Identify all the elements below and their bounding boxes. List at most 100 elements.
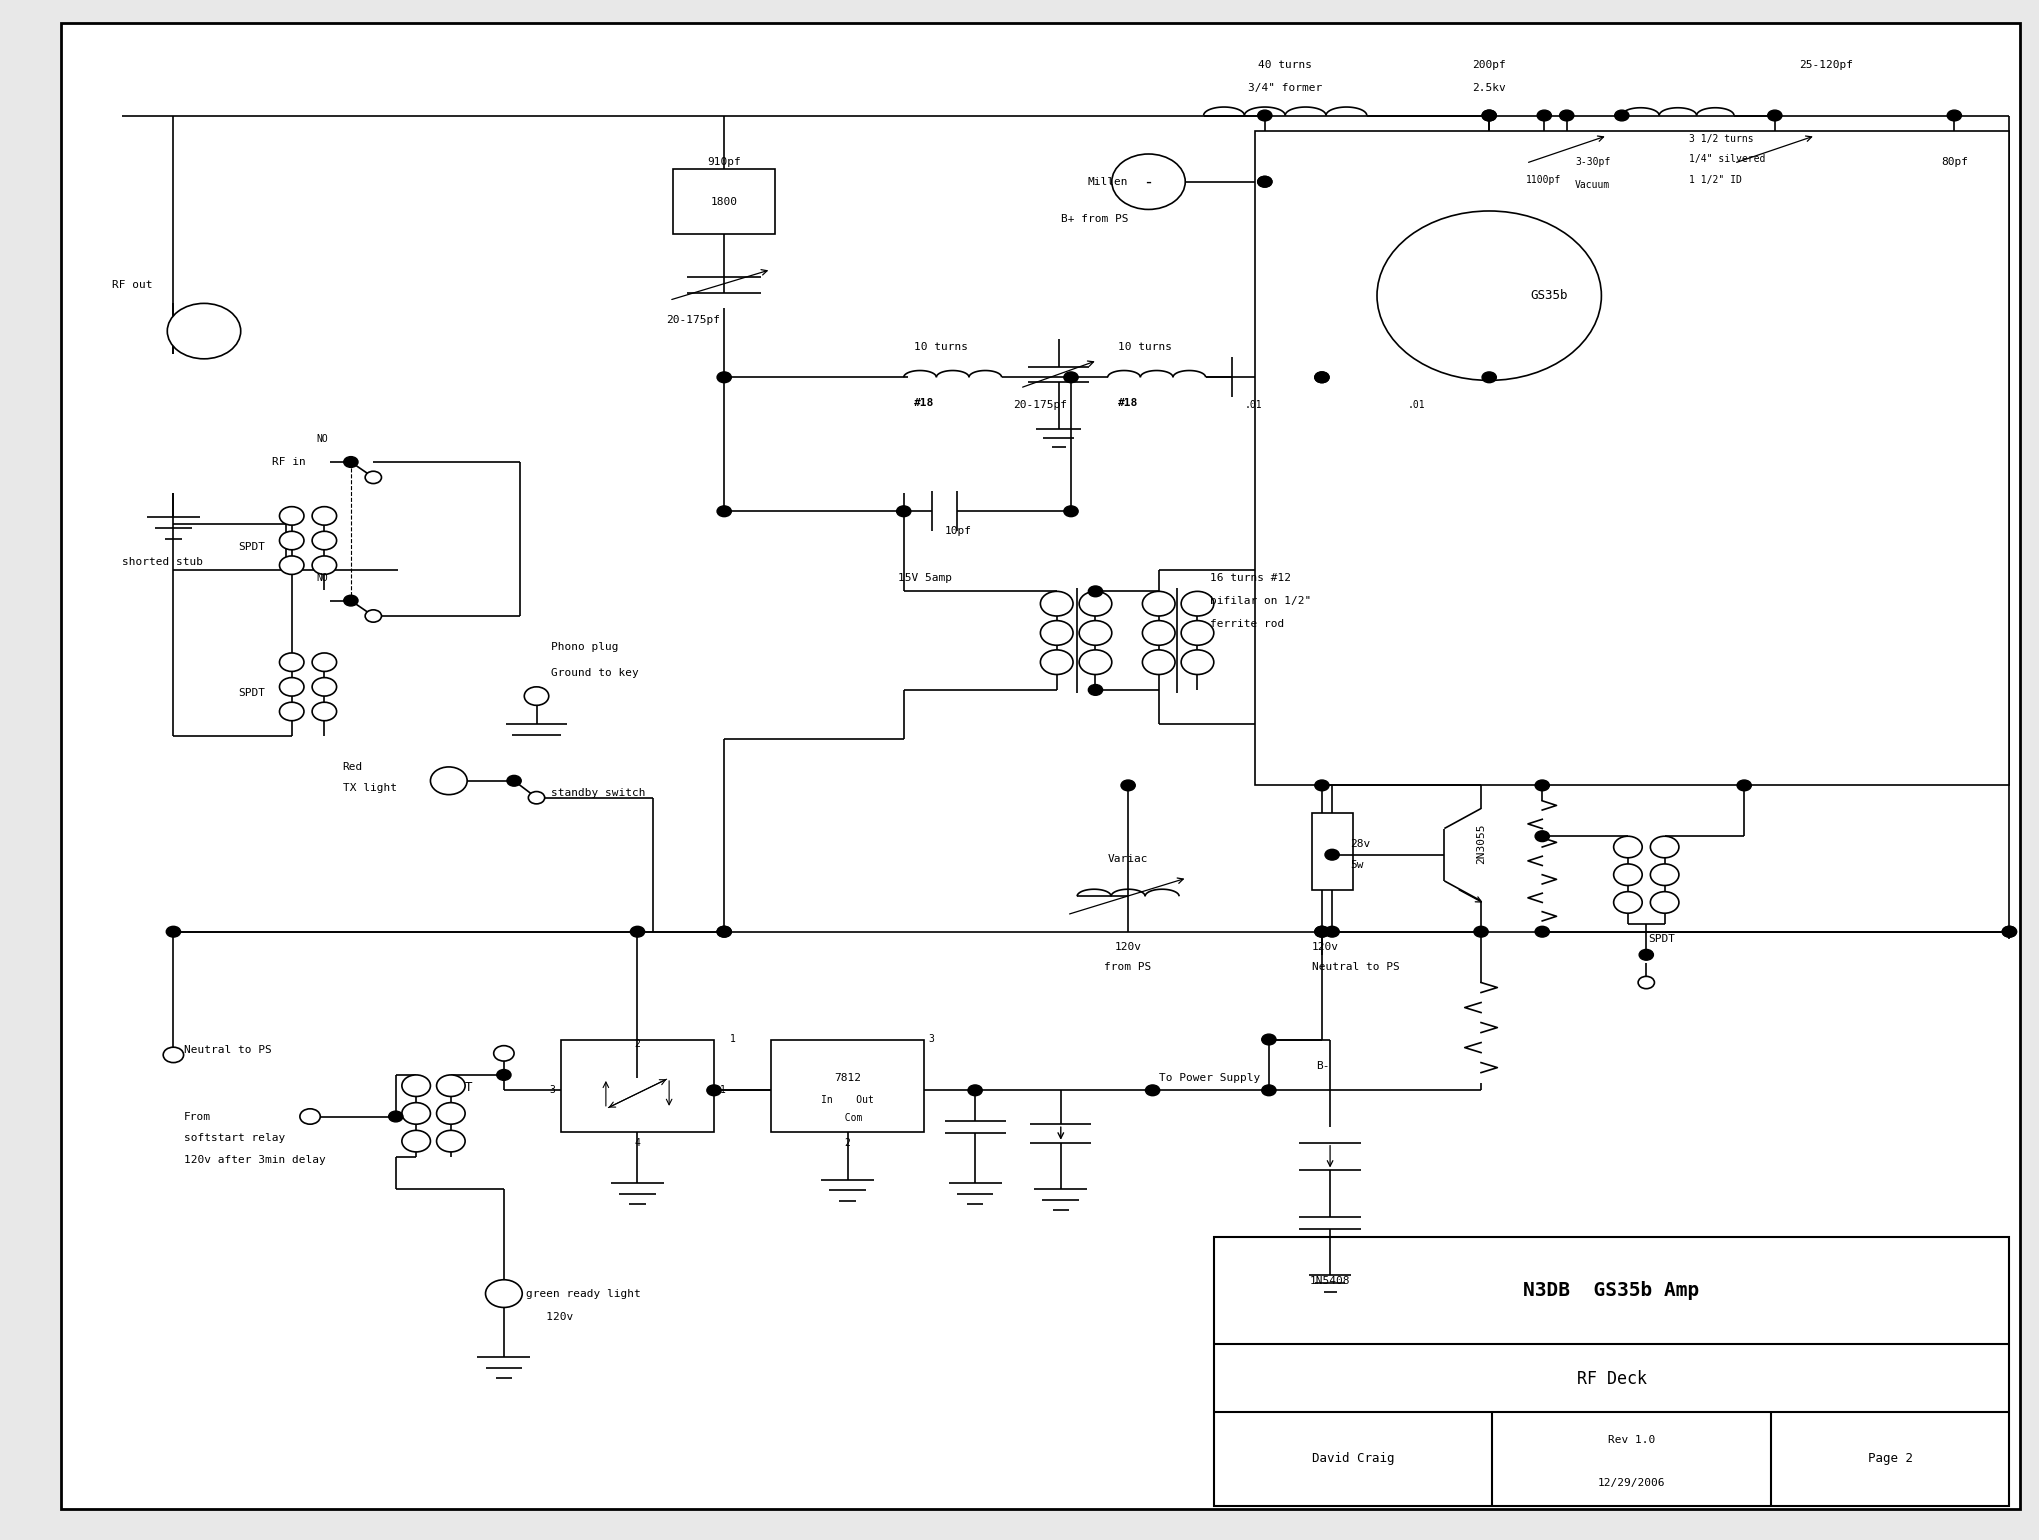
Text: Neutral to PS: Neutral to PS <box>1311 962 1399 972</box>
Text: 80pf: 80pf <box>1939 157 1968 166</box>
Circle shape <box>1650 864 1678 885</box>
Circle shape <box>528 792 544 804</box>
Circle shape <box>718 373 732 383</box>
Text: SPDT: SPDT <box>239 688 265 698</box>
Circle shape <box>897 505 911 517</box>
Text: SPDT: SPDT <box>239 542 265 551</box>
Circle shape <box>312 653 336 671</box>
Circle shape <box>1650 892 1678 913</box>
Circle shape <box>1376 211 1601 380</box>
Text: green ready light: green ready light <box>526 1289 640 1298</box>
Circle shape <box>402 1075 430 1096</box>
Text: 200pf: 200pf <box>1472 60 1505 69</box>
Circle shape <box>1064 373 1079 383</box>
Circle shape <box>1079 621 1111 645</box>
Bar <box>1254 131 2008 785</box>
Text: bifilar on 1/2": bifilar on 1/2" <box>1209 596 1311 605</box>
Circle shape <box>167 927 181 936</box>
Text: 25-120pf: 25-120pf <box>1798 60 1851 69</box>
Circle shape <box>1142 591 1174 616</box>
Circle shape <box>389 1112 404 1123</box>
Circle shape <box>1613 864 1641 885</box>
Circle shape <box>1111 154 1185 209</box>
Text: 40 turns: 40 turns <box>1258 60 1311 69</box>
Circle shape <box>1472 927 1488 936</box>
Text: 4: 4 <box>634 1138 640 1147</box>
Circle shape <box>1537 111 1552 122</box>
Circle shape <box>1089 685 1103 696</box>
Circle shape <box>1144 1086 1158 1096</box>
Text: .01: .01 <box>1407 400 1425 410</box>
Circle shape <box>1480 373 1497 383</box>
Text: 3/4" former: 3/4" former <box>1248 83 1321 92</box>
Text: 2: 2 <box>844 1138 850 1147</box>
Text: 120v: 120v <box>526 1312 573 1321</box>
Circle shape <box>1613 836 1641 858</box>
Circle shape <box>1079 650 1111 675</box>
Text: 120v after 3min delay: 120v after 3min delay <box>184 1155 324 1164</box>
Text: N3DB  GS35b Amp: N3DB GS35b Amp <box>1523 1281 1698 1300</box>
Circle shape <box>1142 650 1174 675</box>
Circle shape <box>1260 1086 1276 1096</box>
Text: 3 1/2 turns: 3 1/2 turns <box>1688 134 1754 143</box>
Text: NO: NO <box>316 573 328 582</box>
Circle shape <box>365 471 381 484</box>
Text: Red: Red <box>343 762 363 772</box>
Circle shape <box>343 457 359 468</box>
Text: 10 turns: 10 turns <box>1117 342 1170 351</box>
Text: #18: #18 <box>1117 399 1138 408</box>
Circle shape <box>1533 781 1550 792</box>
Text: ferrite rod: ferrite rod <box>1209 619 1283 628</box>
Circle shape <box>1480 111 1497 122</box>
Circle shape <box>300 1109 320 1124</box>
Text: 2.5kv: 2.5kv <box>1472 83 1505 92</box>
Text: B+ from PS: B+ from PS <box>1060 214 1128 223</box>
Circle shape <box>1256 177 1272 188</box>
Text: 20-175pf: 20-175pf <box>667 316 720 325</box>
Circle shape <box>279 653 304 671</box>
Circle shape <box>1181 650 1213 675</box>
Text: 1 1/2" ID: 1 1/2" ID <box>1688 176 1741 185</box>
Text: 120v: 120v <box>1311 942 1338 952</box>
Text: 28v: 28v <box>1350 839 1370 849</box>
Circle shape <box>1533 927 1550 936</box>
Bar <box>561 1040 714 1132</box>
Text: From: From <box>184 1112 210 1121</box>
Text: To Power Supply: To Power Supply <box>1158 1073 1260 1083</box>
Text: #18: #18 <box>913 399 934 408</box>
Text: SPDT: SPDT <box>1648 935 1674 944</box>
Circle shape <box>1040 591 1073 616</box>
Circle shape <box>969 1086 983 1096</box>
Text: Phono plug: Phono plug <box>551 642 618 651</box>
Circle shape <box>1040 621 1073 645</box>
Circle shape <box>312 702 336 721</box>
Text: Millen: Millen <box>1087 177 1128 186</box>
Text: Variac: Variac <box>1107 855 1148 864</box>
Circle shape <box>1064 505 1079 517</box>
Circle shape <box>1089 587 1103 598</box>
Circle shape <box>508 776 522 787</box>
Text: Rev 1.0: Rev 1.0 <box>1607 1435 1654 1445</box>
Circle shape <box>365 610 381 622</box>
Text: TX light: TX light <box>343 784 396 793</box>
Text: 910pf: 910pf <box>708 157 740 166</box>
Circle shape <box>1260 1035 1276 1046</box>
Text: softstart relay: softstart relay <box>184 1133 285 1143</box>
Circle shape <box>402 1130 430 1152</box>
Circle shape <box>436 1130 465 1152</box>
Circle shape <box>718 505 732 517</box>
Circle shape <box>2000 927 2015 936</box>
Text: from PS: from PS <box>1103 962 1152 972</box>
Circle shape <box>1256 177 1272 188</box>
Text: RF in: RF in <box>271 457 306 467</box>
Circle shape <box>708 1086 722 1096</box>
Circle shape <box>279 556 304 574</box>
Circle shape <box>436 1075 465 1096</box>
Text: 1/4" silvered: 1/4" silvered <box>1688 154 1764 163</box>
Circle shape <box>430 767 467 795</box>
Circle shape <box>1040 650 1073 675</box>
Circle shape <box>493 1046 514 1061</box>
Bar <box>1311 813 1352 890</box>
Circle shape <box>1533 832 1550 842</box>
Text: Com: Com <box>832 1113 862 1123</box>
